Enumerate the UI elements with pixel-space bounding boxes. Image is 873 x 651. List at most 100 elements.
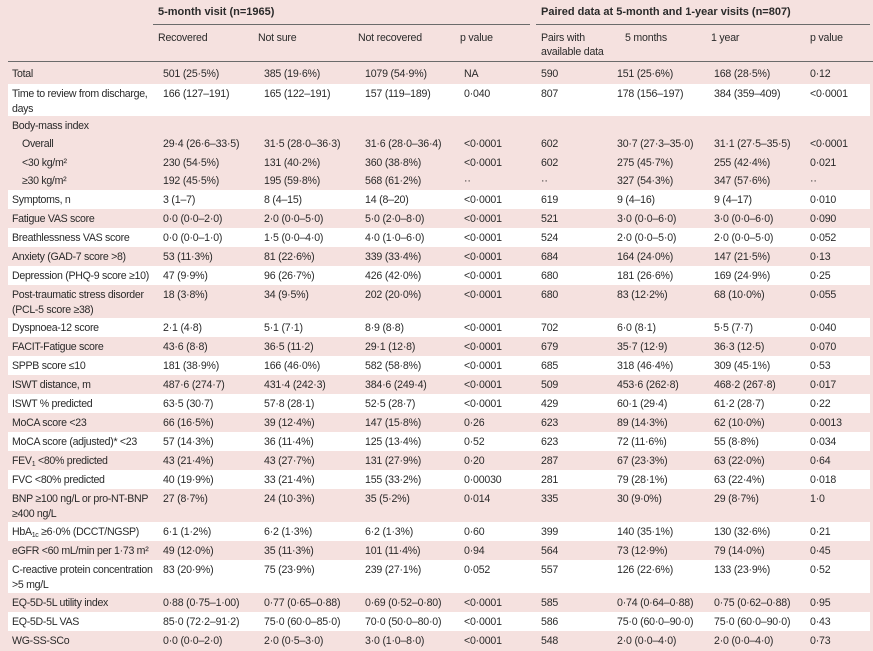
table-cell: 0·070 [810, 341, 837, 354]
table-cell: 0·0 (0·0–1·0) [163, 232, 223, 245]
table-cell: 96 (26·7%) [264, 270, 315, 283]
table-cell: 360 (38·8%) [365, 156, 422, 169]
table-cell: 9 (4–16) [617, 194, 655, 207]
table-cell: 29·4 (26·6–33·5) [163, 138, 240, 150]
table-cell: 57·8 (28·1) [264, 398, 315, 411]
table-cell: 43·6 (8·8) [163, 341, 208, 354]
table-cell: 684 [541, 251, 559, 264]
table-cell: 384 (359–409) [714, 88, 781, 100]
table-row: FEV1 <80% predicted 43 (21·4%) 43 (27·7%) 1… [8, 451, 870, 470]
row-label-rest: ≥6·0% (DCCT/NGSP) [38, 526, 139, 539]
table-cell: 2·0 (0·0–4·0) [617, 635, 677, 648]
table-cell: 0·017 [810, 379, 837, 392]
table-cell: 0·21 [810, 526, 831, 539]
row-label-text: SPPB score ≤10 [12, 360, 86, 373]
table-cell: 57 (14·3%) [163, 436, 214, 449]
table-cell: 0·26 [464, 417, 485, 430]
row-label-text: Depression (PHQ-9 score ≥10) [12, 270, 149, 283]
row-label-text: Fatigue VAS score [12, 213, 95, 226]
row-label-text: ISWT distance, m [12, 379, 91, 392]
row-label: ISWT distance, m [12, 378, 91, 393]
table-cell: <0·0001 [464, 194, 502, 207]
column-header-pairs: Pairs with available data [541, 32, 604, 58]
row-label-text: Time to review from discharge, days [12, 88, 148, 115]
table-cell: 3·0 (1·0–8·0) [365, 635, 425, 648]
table-cell: 0·74 (0·64–0·88) [617, 597, 694, 610]
row-label: SPPB score ≤10 [12, 359, 86, 374]
table-cell: 426 (42·0%) [365, 270, 422, 283]
row-label-text: FACIT-Fatigue score [12, 341, 104, 354]
table-cell: 384·6 (249·4) [365, 379, 427, 392]
table-cell: <0·0001 [464, 597, 502, 610]
table-cell: 0·64 [810, 455, 831, 468]
data-table: Total 501 (25·5%) 385 (19·6%) 1079 (54·9%) N… [8, 64, 870, 650]
table-cell: 0·0 (0·0–2·0) [163, 213, 223, 226]
row-label-subscript: 1 [31, 461, 36, 469]
table-cell: ·· [464, 175, 471, 188]
table-cell: 1079 (54·9%) [365, 68, 427, 80]
table-cell: 30·7 (27·3–35·0) [617, 138, 694, 150]
table-row: Fatigue VAS score 0·0 (0·0–2·0) 2·0 (0·0–5… [8, 209, 870, 228]
table-cell: 468·2 (267·8) [714, 379, 776, 392]
table-cell: 602 [541, 156, 559, 169]
row-label: <30 kg/m² [22, 156, 67, 171]
table-cell: 9 (4–17) [714, 194, 752, 207]
group-header-paired: Paired data at 5-month and 1-year visits… [541, 6, 791, 18]
table-cell: 18 (3·8%) [163, 289, 208, 302]
table-cell: 429 [541, 398, 559, 411]
table-cell: 55 (8·8%) [714, 436, 759, 449]
table-cell: 202 (20·0%) [365, 289, 422, 302]
table-cell: 680 [541, 289, 559, 302]
table-cell: 582 (58·8%) [365, 360, 422, 373]
row-label: Post-traumatic stress disorder (PCL-5 sc… [12, 288, 154, 317]
table-cell: 0·0013 [810, 417, 842, 430]
table-cell: <0·0001 [464, 322, 502, 335]
table-cell: <0·0001 [464, 213, 502, 226]
table-cell: 3·0 (0·0–6·0) [714, 213, 774, 226]
table-cell: 548 [541, 635, 559, 648]
table-row: Dyspnoea-12 score 2·1 (4·8) 5·1 (7·1) 8·9 (… [8, 318, 870, 338]
table-cell: 335 [541, 493, 559, 506]
table-cell: 590 [541, 68, 559, 80]
table-cell: 68 (10·0%) [714, 289, 765, 302]
table-cell: 0·60 [464, 526, 485, 539]
table-cell: 0·00030 [464, 474, 502, 487]
table-cell: 0·13 [810, 251, 831, 264]
row-label-text: EQ-5D-5L utility index [12, 597, 109, 610]
row-label-text: Body-mass index [12, 120, 89, 132]
row-label-text: MoCA score (adjusted)* <23 [12, 436, 137, 449]
table-row: HbA1c ≥6·0% (DCCT/NGSP) 6·1 (1·2%) 6·2 (1·… [8, 522, 870, 542]
table-cell: 192 (45·5%) [163, 175, 220, 188]
row-label: Breathlessness VAS score [12, 231, 130, 246]
table-cell: 131 (40·2%) [264, 156, 321, 169]
table-cell: 178 (156–197) [617, 88, 684, 100]
table-cell: 40 (19·9%) [163, 474, 214, 487]
table-cell: 6·0 (8·1) [617, 322, 656, 335]
table-cell: 36·3 (12·5) [714, 341, 765, 354]
table-cell: 275 (45·7%) [617, 156, 674, 169]
table-cell: 564 [541, 545, 559, 558]
row-label: Fatigue VAS score [12, 212, 95, 227]
table-cell: 619 [541, 194, 559, 207]
table-cell: 586 [541, 616, 559, 629]
row-label-subscript: 1c [31, 532, 39, 540]
table-cell: 5·5 (7·7) [714, 322, 753, 335]
row-label-text: HbA [12, 526, 32, 539]
row-label-text: BNP ≥100 ng/L or pro-NT-BNP ≥400 ng/L [12, 493, 148, 520]
row-label: Overall [22, 137, 54, 152]
row-label-text: Symptoms, n [12, 194, 71, 207]
table-row: Symptoms, n 3 (1–7) 8 (4–15) 14 (8–20) <0·00… [8, 190, 870, 210]
row-label: MoCA score <23 [12, 416, 87, 431]
table-cell: 1·0 [810, 493, 825, 506]
table-cell: 685 [541, 360, 559, 373]
table-cell: 0·77 (0·65–0·88) [264, 597, 341, 610]
row-label: eGFR <60 mL/min per 1·73 m² [12, 544, 149, 559]
table-cell: 66 (16·5%) [163, 417, 214, 430]
table-cell: 73 (12·9%) [617, 545, 668, 558]
table-cell: 147 (21·5%) [714, 251, 771, 264]
table-row: EQ-5D-5L VAS 85·0 (72·2–91·2) 75·0 (60·0–8… [8, 612, 870, 632]
table-cell: <0·0001 [464, 138, 502, 150]
table-row: EQ-5D-5L utility index 0·88 (0·75–1·00) 0·… [8, 593, 870, 612]
column-header-not-recovered: Not recovered [358, 32, 422, 44]
table-cell: 85·0 (72·2–91·2) [163, 616, 240, 629]
